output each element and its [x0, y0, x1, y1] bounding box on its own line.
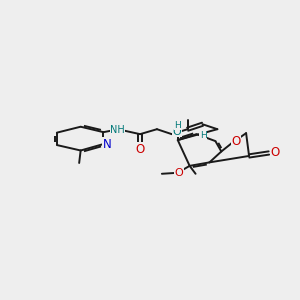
Text: O: O — [136, 142, 145, 155]
Text: O: O — [175, 168, 184, 178]
Text: N: N — [103, 138, 111, 151]
Text: NH: NH — [110, 125, 125, 135]
Text: O: O — [173, 127, 182, 137]
Text: O: O — [270, 146, 280, 159]
Text: O: O — [231, 135, 240, 148]
Text: H: H — [174, 121, 181, 130]
Text: H: H — [200, 131, 206, 140]
